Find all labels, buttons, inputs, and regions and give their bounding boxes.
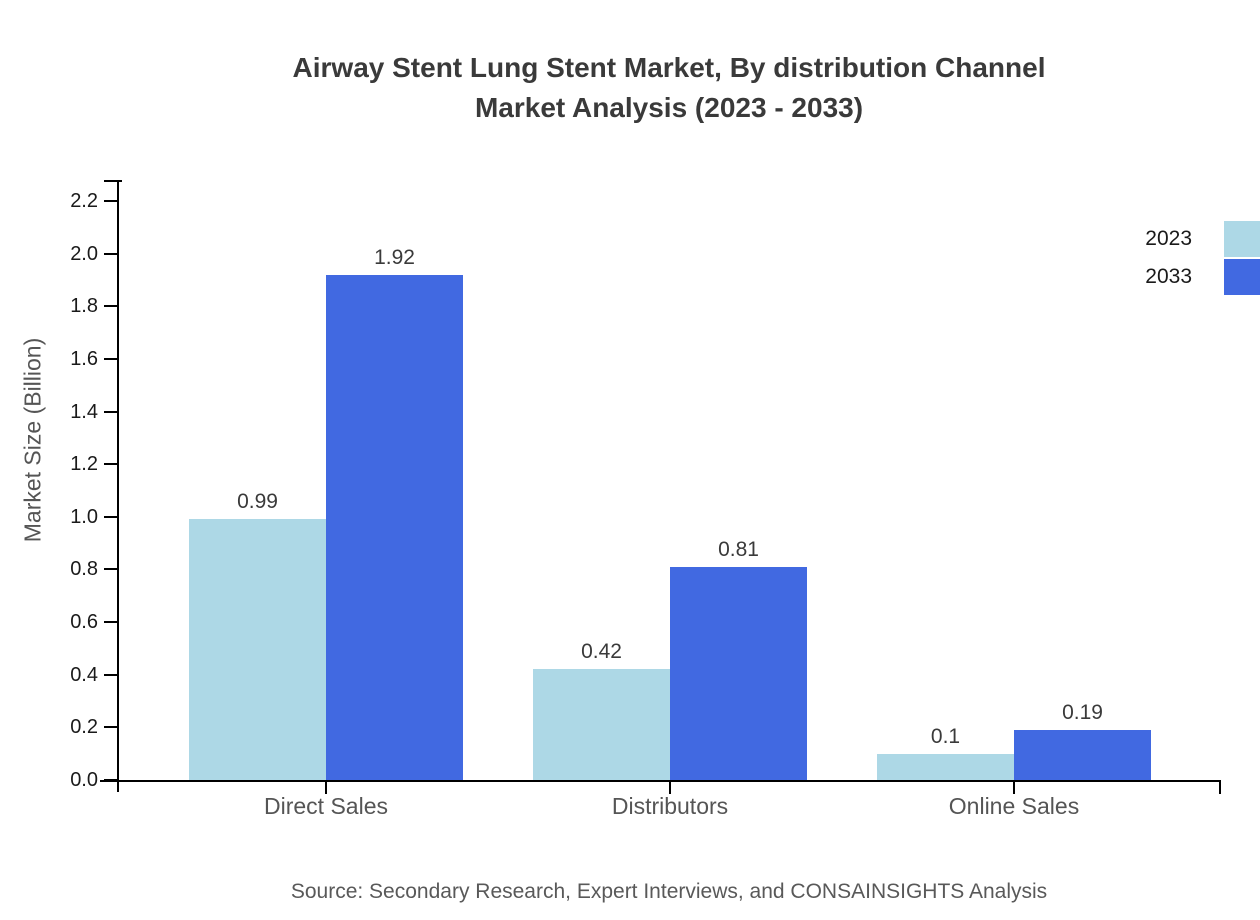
- y-tick-label: 0.2: [70, 716, 98, 739]
- legend-swatch: [1224, 259, 1260, 295]
- y-tick-label: 0.6: [70, 611, 98, 634]
- y-tick-label: 0.8: [70, 558, 98, 581]
- y-tick-label: 1.6: [70, 347, 98, 370]
- bar-value-label: 0.81: [718, 537, 759, 561]
- legend-swatch: [1224, 221, 1260, 257]
- x-tick-mark: [669, 780, 671, 794]
- y-tick-mark: [104, 305, 117, 308]
- bar-value-label: 0.99: [237, 490, 278, 514]
- y-tick-mark: [104, 621, 117, 624]
- legend-label: 2023: [1145, 227, 1192, 250]
- source-note: Source: Secondary Research, Expert Inter…: [290, 880, 1048, 903]
- x-category-label: Online Sales: [948, 793, 1080, 819]
- bar-value-label: 0.1: [930, 724, 961, 748]
- y-tick-mark: [104, 779, 117, 781]
- y-tick-mark: [104, 568, 117, 571]
- y-tick-mark: [104, 515, 117, 518]
- x-tick-mark: [1013, 780, 1015, 794]
- y-tick-label: 1.4: [70, 400, 98, 423]
- y-tick-mark: [104, 673, 117, 676]
- y-tick-label: 2.0: [70, 242, 98, 265]
- x-axis-end-tick: [1219, 780, 1221, 794]
- chart-title-line2: Market Analysis (2023 - 2033): [474, 92, 864, 123]
- x-tick-mark: [325, 780, 327, 794]
- chart-title-line1: Airway Stent Lung Stent Market, By distr…: [292, 52, 1046, 83]
- legend-label: 2033: [1145, 265, 1192, 288]
- chart-title: Airway Stent Lung Stent Market, By distr…: [40, 48, 1260, 128]
- y-tick-mark: [104, 252, 117, 255]
- y-tick-label: 1.8: [70, 295, 98, 318]
- x-category-label: Distributors: [611, 793, 729, 819]
- y-axis-end-tick: [104, 180, 122, 182]
- y-tick-label: 1.0: [70, 505, 98, 528]
- bar: [189, 519, 326, 780]
- bar: [877, 753, 1014, 780]
- y-tick-mark: [104, 410, 117, 413]
- y-tick-label: 2.2: [70, 190, 98, 213]
- bar: [1014, 730, 1151, 780]
- bar-value-label: 0.42: [581, 640, 622, 664]
- y-tick-mark: [104, 357, 117, 360]
- y-tick-label: 0.4: [70, 663, 98, 686]
- bar: [326, 274, 463, 780]
- y-tick-label: 1.2: [70, 453, 98, 476]
- y-tick-mark: [104, 726, 117, 729]
- x-axis-line: [100, 780, 1221, 782]
- x-category-label: Direct Sales: [264, 793, 388, 819]
- y-axis-line: [117, 180, 119, 792]
- y-tick-mark: [104, 200, 117, 203]
- y-tick-mark: [104, 463, 117, 466]
- bar: [533, 669, 670, 780]
- y-tick-label: 0.0: [70, 769, 98, 791]
- bar: [670, 566, 807, 780]
- bar-value-label: 0.19: [1062, 701, 1103, 724]
- bar-value-label: 1.92: [374, 245, 415, 269]
